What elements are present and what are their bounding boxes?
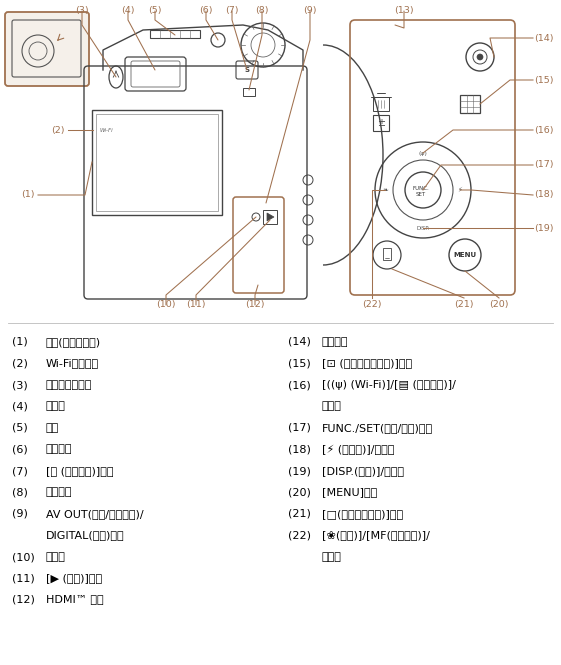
Text: [Ⓢ (快捷按钮)]按钮: [Ⓢ (快捷按钮)]按钮 [46, 466, 113, 476]
Text: (7): (7) [12, 466, 28, 476]
Text: (6): (6) [199, 7, 213, 15]
Text: (9): (9) [12, 509, 28, 519]
Text: FUNC.: FUNC. [413, 186, 429, 190]
Text: [❀(微距)]/[MF(手动对焦)]/: [❀(微距)]/[MF(手动对焦)]/ [322, 531, 430, 541]
Text: (1): (1) [21, 190, 35, 200]
Text: (5): (5) [148, 7, 162, 15]
Text: [□(移动设备连接)]按钮: [□(移动设备连接)]按钮 [322, 509, 403, 519]
Text: (18): (18) [534, 190, 554, 200]
Bar [263, 210, 277, 224]
Text: Wi-Fi天线区域: Wi-Fi天线区域 [46, 358, 99, 368]
Text: (6): (6) [12, 444, 27, 454]
Text: (1): (1) [12, 337, 27, 347]
Text: (3): (3) [12, 380, 27, 390]
Text: 热靴: 热靴 [46, 423, 59, 433]
Text: (22): (22) [362, 301, 381, 309]
Text: (2): (2) [12, 358, 28, 368]
Text: DIGITAL(数码)端子: DIGITAL(数码)端子 [46, 531, 125, 541]
Text: (14): (14) [288, 337, 311, 347]
Text: (17): (17) [534, 160, 554, 170]
Text: (3): (3) [75, 7, 89, 15]
Text: Wi-Fi: Wi-Fi [99, 128, 113, 132]
Text: (22): (22) [288, 531, 311, 541]
Bar [383, 248, 391, 260]
Text: (12): (12) [12, 595, 35, 605]
Text: (19): (19) [288, 466, 311, 476]
Text: MENU: MENU [453, 252, 476, 258]
Circle shape [477, 54, 483, 60]
Text: (9): (9) [304, 7, 317, 15]
Text: 上按钮: 上按钮 [322, 402, 342, 412]
Text: (4): (4) [12, 402, 28, 412]
Text: 电源按钮: 电源按钮 [46, 444, 72, 454]
Text: 遥控端子: 遥控端子 [46, 487, 72, 497]
Bar [96, 114, 218, 211]
Bar [92, 110, 222, 215]
Polygon shape [267, 213, 274, 221]
Text: (4): (4) [121, 7, 135, 15]
Text: (20): (20) [288, 487, 311, 497]
Text: (21): (21) [288, 509, 311, 519]
Text: (ψ): (ψ) [419, 150, 427, 156]
Text: 屏幕(液晶显示屏): 屏幕(液晶显示屏) [46, 337, 101, 347]
Text: (2): (2) [51, 126, 65, 134]
Text: ⚡: ⚡ [458, 187, 462, 193]
Text: (8): (8) [255, 7, 269, 15]
Text: (8): (8) [12, 487, 28, 497]
Text: ❧: ❧ [382, 187, 388, 193]
Text: (11): (11) [186, 301, 206, 309]
Text: [⚡ (闪光灯)]/右按钮: [⚡ (闪光灯)]/右按钮 [322, 444, 394, 455]
Text: FUNC./SET(功能/设置)按钮: FUNC./SET(功能/设置)按钮 [322, 423, 433, 433]
Text: (17): (17) [288, 423, 311, 433]
Text: (21): (21) [454, 301, 473, 309]
Text: [⊡ (自动对焦框选择)]按钮: [⊡ (自动对焦框选择)]按钮 [322, 358, 412, 368]
Bar [243, 88, 255, 96]
Text: (10): (10) [157, 301, 176, 309]
Text: HDMI™ 端子: HDMI™ 端子 [46, 595, 104, 605]
Text: [((ψ) (Wi-Fi)]/[▤ (单张拍摄)]/: [((ψ) (Wi-Fi)]/[▤ (单张拍摄)]/ [322, 380, 456, 390]
Text: AV OUT(音频/视频输出)/: AV OUT(音频/视频输出)/ [46, 509, 144, 519]
Text: 取景器: 取景器 [46, 402, 66, 412]
Text: [▶ (播放)]按钮: [▶ (播放)]按钮 [46, 573, 102, 583]
Text: (16): (16) [288, 380, 311, 390]
Bar [150, 30, 200, 38]
Text: 左按钮: 左按钮 [322, 552, 342, 562]
Text: (19): (19) [534, 223, 554, 233]
Text: [DISP.(显示)]/下按钮: [DISP.(显示)]/下按钮 [322, 466, 404, 476]
FancyBboxPatch shape [5, 12, 89, 86]
Text: (11): (11) [12, 573, 35, 583]
Text: (15): (15) [534, 76, 554, 84]
Text: 屈光度调整转盘: 屈光度调整转盘 [46, 380, 93, 390]
Text: (13): (13) [394, 7, 414, 15]
Text: (15): (15) [288, 358, 311, 368]
Text: (7): (7) [226, 7, 239, 15]
Text: 短片按钮: 短片按钮 [322, 337, 348, 347]
Text: (20): (20) [489, 301, 509, 309]
Text: 指示灯: 指示灯 [46, 552, 66, 562]
Bar [373, 115, 389, 131]
Text: (14): (14) [534, 33, 554, 43]
Text: (12): (12) [245, 301, 265, 309]
Bar [373, 97, 389, 111]
Text: DISP.: DISP. [416, 225, 430, 231]
Bar [460, 95, 480, 113]
Text: (5): (5) [12, 423, 27, 433]
Text: S: S [245, 67, 250, 73]
Text: (10): (10) [12, 552, 35, 562]
Text: (18): (18) [288, 444, 311, 454]
Text: ±: ± [377, 118, 385, 128]
Text: [MENU]按钮: [MENU]按钮 [322, 487, 377, 497]
Text: (16): (16) [534, 126, 554, 134]
Text: SET: SET [416, 192, 426, 196]
